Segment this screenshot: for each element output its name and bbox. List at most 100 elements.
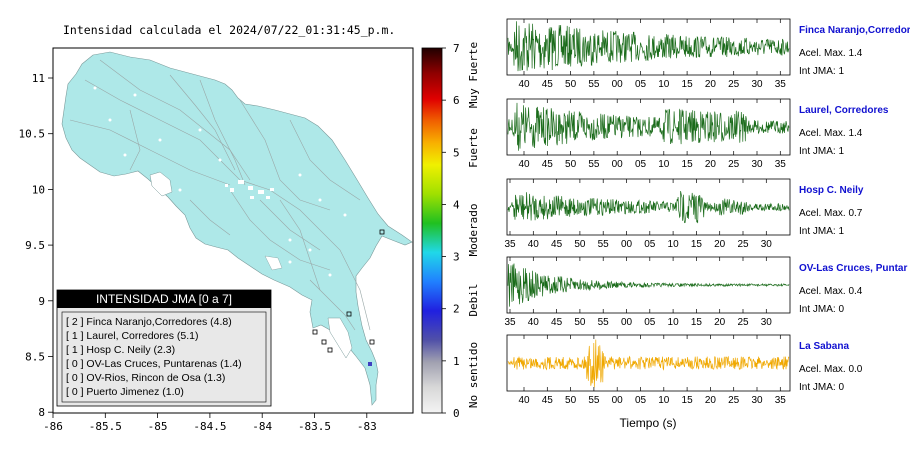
waveform-tick-label: 30 [751, 395, 763, 406]
time-axis-label: Tiempo (s) [620, 416, 677, 430]
map-y-tick-label: 8.5 [25, 351, 45, 364]
waveform-panel: 40 45 50 55 00 05 10 15 20 25 30 35 La Sabana Acel. M… [506, 334, 863, 406]
waveform-tick-label: 55 [588, 159, 600, 170]
waveform-tick-label: 55 [588, 395, 600, 406]
map-x-tick-label: -85.5 [89, 420, 122, 433]
waveform-tick-label: 30 [751, 159, 763, 170]
waveform-tick-label: 05 [644, 317, 656, 328]
waveform-tick-label: 55 [598, 317, 610, 328]
map-y-tick-label: 8 [38, 406, 45, 419]
colorbar-tick-label: 2 [453, 303, 460, 316]
waveform-tick-label: 45 [542, 395, 554, 406]
waveform-tick-label: 35 [504, 317, 516, 328]
waveform-tick-label: 00 [621, 317, 633, 328]
city-markers [93, 86, 347, 277]
station-jma-intensity: Int JMA: 0 [799, 304, 844, 315]
colorbar-label-fuerte: Fuerte [467, 128, 480, 168]
map-y-tick-label: 9 [38, 295, 45, 308]
waveform-tick-label: 50 [565, 395, 577, 406]
waveform-tick-label: 15 [682, 395, 694, 406]
intensity-colorbar: 0 1 2 3 4 5 6 7 No sentido Debil Moderado Fuert… [421, 42, 480, 420]
waveform-tick-label: 40 [518, 79, 530, 90]
colorbar-tick-label: 1 [453, 355, 460, 368]
map-x-tick-label: -83.5 [298, 420, 331, 433]
waveform-tick-label: 35 [775, 159, 787, 170]
waveform-tick-label: 00 [612, 79, 624, 90]
costa-rica-land [61, 51, 413, 406]
map-y-axis: 11 10.5 10 9.5 9 8.5 8 [19, 72, 53, 419]
waveform-tick-label: 45 [542, 79, 554, 90]
waveform-tick-label: 30 [751, 79, 763, 90]
waveform-tick-label: 05 [635, 395, 647, 406]
waveform-tick-label: 30 [761, 317, 773, 328]
waveform-tick-label: 25 [728, 79, 740, 90]
station-max-acceleration: Acel. Max. 0.7 [799, 208, 863, 219]
colorbar-tick-label: 6 [453, 94, 460, 107]
waveform-tick-label: 25 [737, 239, 749, 250]
station-jma-intensity: Int JMA: 1 [799, 146, 844, 157]
waveform-tick-label: 10 [658, 159, 670, 170]
intensity-legend: INTENSIDAD JMA [0 a 7] [ 2 ] Finca Naran… [56, 289, 272, 407]
station-name: Finca Naranjo,Corredor [799, 25, 910, 36]
waveform-trace [507, 102, 790, 151]
waveform-panel: 35 40 45 50 55 00 05 10 15 20 25 30 OV-Las Cruces, P… [504, 256, 907, 328]
waveform-tick-label: 00 [612, 159, 624, 170]
waveform-trace [507, 21, 790, 72]
map-x-tick-label: -85 [148, 420, 168, 433]
legend-header: INTENSIDAD JMA [0 a 7] [96, 292, 232, 306]
colorbar-label-no-sentido: No sentido [467, 342, 480, 408]
waveform-trace [507, 191, 790, 224]
map-y-tick-label: 9.5 [25, 239, 45, 252]
waveform-tick-label: 25 [728, 159, 740, 170]
waveform-tick-label: 35 [775, 395, 787, 406]
waveform-tick-label: 45 [551, 317, 563, 328]
colorbar-label-muy-fuerte: Muy Fuerte [467, 42, 480, 108]
waveform-tick-label: 15 [682, 159, 694, 170]
colorbar-label-moderado: Moderado [467, 204, 480, 257]
waveform-tick-label: 20 [705, 159, 717, 170]
station-name: OV-Las Cruces, Puntar [799, 263, 907, 274]
waveform-tick-label: 40 [518, 159, 530, 170]
station-jma-intensity: Int JMA: 1 [799, 226, 844, 237]
waveform-tick-label: 10 [668, 317, 680, 328]
map-title: Intensidad calculada el 2024/07/22_01:31… [63, 23, 396, 37]
map-x-tick-label: -84.5 [193, 420, 226, 433]
waveform-tick-label: 50 [574, 317, 586, 328]
road-network [69, 59, 371, 331]
map-x-tick-label: -86 [43, 420, 63, 433]
colorbar-tick-label: 7 [453, 42, 460, 55]
waveform-tick-label: 15 [691, 317, 703, 328]
waveform-tick-label: 40 [528, 317, 540, 328]
waveform-tick-label: 25 [737, 317, 749, 328]
waveform-tick-label: 00 [621, 239, 633, 250]
station-max-acceleration: Acel. Max. 1.4 [799, 48, 863, 59]
waveform-panel: 40 45 50 55 00 05 10 15 20 25 30 35 Laurel, Corredor… [506, 98, 889, 170]
legend-item: [ 1 ] Hosp C. Neily (2.3) [66, 344, 175, 356]
waveform-panel: 40 45 50 55 00 05 10 15 20 25 30 35 Finca Naranjo,Co… [506, 18, 910, 90]
legend-item: [ 0 ] Puerto Jimenez (1.0) [66, 386, 184, 398]
station-jma-intensity: Int JMA: 0 [799, 382, 844, 393]
map-y-tick-label: 11 [32, 72, 45, 85]
waveform-tick-label: 05 [635, 159, 647, 170]
station-max-acceleration: Acel. Max. 1.4 [799, 128, 863, 139]
legend-item: [ 2 ] Finca Naranjo,Corredores (4.8) [66, 316, 232, 328]
waveform-tick-label: 55 [588, 79, 600, 90]
waveform-tick-label: 05 [635, 79, 647, 90]
waveform-trace [507, 339, 790, 388]
legend-item: [ 0 ] OV-Rios, Rincon de Osa (1.3) [66, 372, 225, 384]
station-max-acceleration: Acel. Max. 0.0 [799, 364, 863, 375]
colorbar-tick-label: 0 [453, 407, 460, 420]
waveform-panels: 40 45 50 55 00 05 10 15 20 25 30 35 Finca Naranjo,Co… [504, 18, 910, 406]
waveform-tick-label: 50 [565, 159, 577, 170]
waveform-tick-label: 40 [518, 395, 530, 406]
legend-item: [ 1 ] Laurel, Corredores (5.1) [66, 330, 198, 342]
waveform-tick-label: 10 [668, 239, 680, 250]
waveform-tick-label: 20 [714, 317, 726, 328]
waveform-trace [507, 263, 790, 307]
colorbar-tick-label: 5 [453, 146, 460, 159]
waveform-tick-label: 45 [542, 159, 554, 170]
map-x-tick-label: -83 [357, 420, 377, 433]
map-x-tick-label: -84 [252, 420, 272, 433]
waveform-tick-label: 50 [565, 79, 577, 90]
station-name: Hosp C. Neily [799, 185, 864, 196]
